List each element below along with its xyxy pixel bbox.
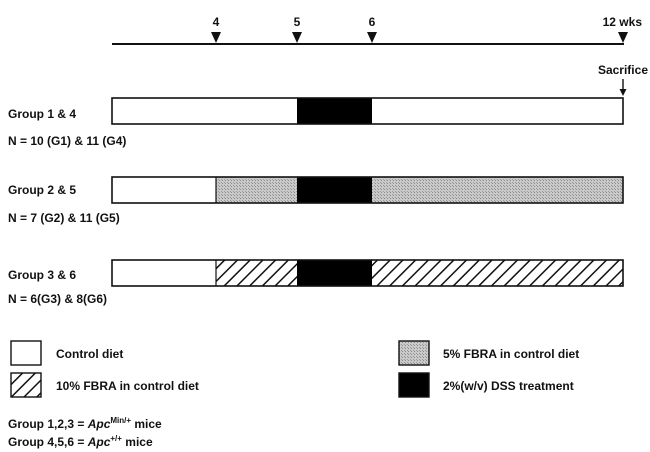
- legend-swatch-control: [10, 340, 42, 366]
- legend-item-fbra10: 10% FBRA in control diet: [10, 372, 199, 398]
- down-arrow-icon: [618, 32, 628, 43]
- group-1-4-bar: [111, 97, 624, 125]
- genotype-line-2-prefix: Group 4,5,6 =: [8, 435, 88, 449]
- group-2-5-bar: [111, 176, 624, 204]
- legend-label-fbra10: 10% FBRA in control diet: [56, 379, 199, 393]
- genotype-line-2-gene: Apc: [87, 435, 111, 449]
- timeline-tick-12: 12 wks: [603, 15, 643, 43]
- timeline-tick-6: 6: [367, 15, 377, 43]
- bar-segment-dss: [297, 98, 372, 124]
- genotype-line-2: Group 4,5,6 = Apc+/+ mice: [8, 434, 153, 449]
- group-3-6-n-label: N = 6(G3) & 8(G6): [8, 292, 107, 306]
- tick-label-5: 5: [294, 15, 301, 29]
- bar-segment-fbra10: [372, 260, 623, 286]
- bar-segment-fbra5: [216, 177, 297, 203]
- group-3-6-row: Group 3 & 6 N = 6(G3) & 8(G6): [8, 259, 624, 306]
- bar-segment-control: [112, 260, 216, 286]
- sacrifice-label: Sacrifice: [598, 63, 648, 77]
- tick-label-4: 4: [213, 15, 220, 29]
- genotype-line-1-suffix: mice: [131, 417, 162, 431]
- bar-segment-control: [112, 98, 297, 124]
- legend-item-fbra5: 5% FBRA in control diet: [398, 340, 579, 366]
- tick-label-12-wks: 12 wks: [603, 15, 643, 29]
- legend-item-control: Control diet: [10, 340, 123, 366]
- bar-segment-dss: [297, 260, 372, 286]
- legend-label-dss: 2%(w/v) DSS treatment: [443, 379, 574, 393]
- genotype-line-1-gene: Apc: [87, 417, 111, 431]
- group-1-4-n-label: N = 10 (G1) & 11 (G4): [8, 134, 126, 148]
- down-arrow-icon: [367, 32, 377, 43]
- timeline-tick-4: 4: [211, 15, 221, 43]
- group-1-4-label: Group 1 & 4: [8, 107, 76, 121]
- timeline-tick-5: 5: [292, 15, 302, 43]
- group-3-6-bar: [111, 259, 624, 287]
- group-2-5-n-label: N = 7 (G2) & 11 (G5): [8, 211, 120, 225]
- group-1-4-row: Group 1 & 4 N = 10 (G1) & 11 (G4): [8, 97, 624, 148]
- legend-item-dss: 2%(w/v) DSS treatment: [398, 372, 574, 398]
- bar-segment-control: [112, 177, 216, 203]
- genotype-line-1: Group 1,2,3 = ApcMin/+ mice: [8, 416, 162, 431]
- bar-outline: [111, 259, 624, 287]
- group-2-5-row: Group 2 & 5 N = 7 (G2) & 11 (G5): [8, 176, 624, 225]
- timeline: 4 5 6 12 wks Sacrifice: [112, 15, 648, 96]
- group-3-6-label: Group 3 & 6: [8, 268, 76, 282]
- legend: Control diet 10% FBRA in control diet 5%…: [10, 340, 579, 398]
- bar-segment-fbra5: [372, 177, 623, 203]
- down-arrow-icon: [211, 32, 221, 43]
- genotype-line-2-sup: +/+: [110, 434, 122, 443]
- genotype-footnotes: Group 1,2,3 = ApcMin/+ mice Group 4,5,6 …: [8, 416, 162, 449]
- genotype-line-1-sup: Min/+: [110, 416, 131, 425]
- legend-swatch-fbra10: [10, 372, 42, 398]
- legend-swatch-dss: [398, 372, 430, 398]
- genotype-line-1-prefix: Group 1,2,3 =: [8, 417, 88, 431]
- bar-outline: [111, 97, 624, 125]
- legend-label-fbra5: 5% FBRA in control diet: [443, 347, 579, 361]
- bar-segment-fbra10: [216, 260, 297, 286]
- down-arrow-icon: [292, 32, 302, 43]
- legend-label-control: Control diet: [56, 347, 123, 361]
- genotype-line-2-suffix: mice: [122, 435, 153, 449]
- sacrifice-arrow-icon: [619, 79, 627, 96]
- bar-segment-dss: [297, 177, 372, 203]
- tick-label-6: 6: [369, 15, 376, 29]
- group-2-5-label: Group 2 & 5: [8, 183, 76, 197]
- bar-segment-control: [372, 98, 623, 124]
- legend-swatch-fbra5: [398, 340, 430, 366]
- bar-outline: [111, 176, 624, 204]
